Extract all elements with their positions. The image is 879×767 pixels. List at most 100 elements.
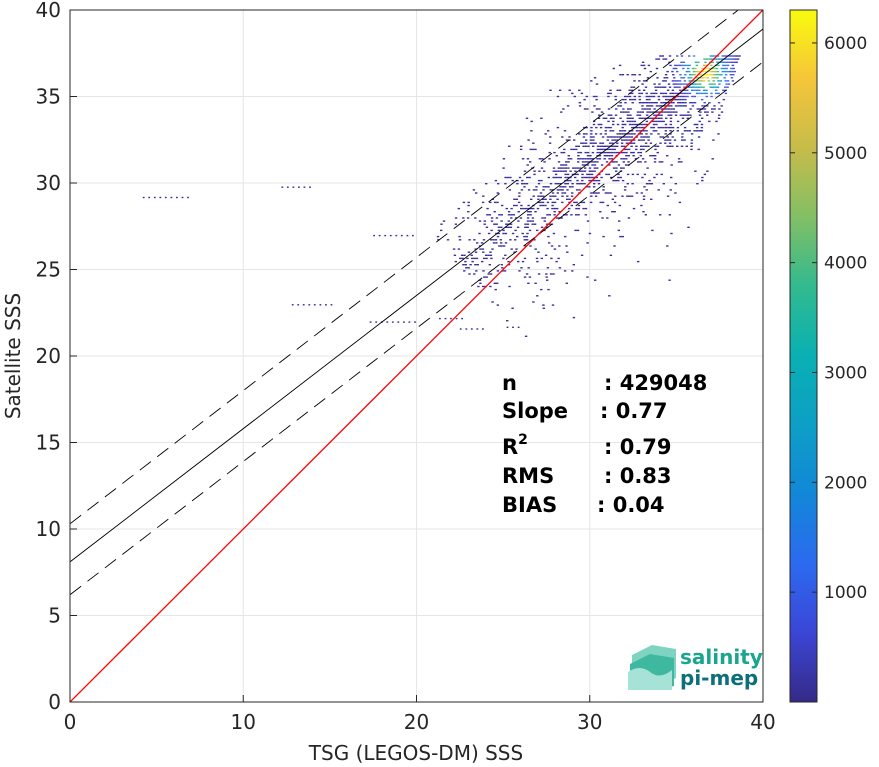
density-cell [625,139,629,141]
density-cell [584,151,587,154]
density-cell [568,136,571,138]
density-cell [488,214,491,216]
density-cell [611,148,614,151]
density-cell [694,61,698,63]
density-cell [641,61,645,63]
density-cell [641,108,644,110]
density-cell [623,189,627,191]
density-cell [576,167,580,169]
density-cell [731,70,734,73]
density-cell [600,111,604,113]
density-cell [595,192,598,194]
density-cell [688,130,691,132]
density-cell [714,70,717,73]
density-cell [713,67,716,70]
density-cell [533,223,537,225]
density-cell [621,195,624,197]
density-cell [665,111,668,113]
density-streak-cell [176,196,178,199]
density-cell [712,139,715,141]
density-cell [712,74,716,76]
density-cell [630,142,633,144]
density-cell [577,204,581,207]
density-streak-cell [297,304,300,306]
density-cell [510,214,513,216]
density-cell [631,98,634,101]
density-cell [648,95,651,98]
density-cell [471,257,474,260]
density-cell [608,151,611,154]
density-cell [541,217,544,219]
density-cell [671,89,675,91]
line-fit-rms [70,61,763,596]
density-cell [647,136,650,138]
density-cell [595,126,598,129]
density-cell [602,186,605,188]
density-cell [648,98,651,101]
density-cell [599,142,602,144]
density-cell [565,161,568,163]
density-cell [609,136,612,138]
density-cell [666,89,670,91]
density-cell [686,92,689,95]
density-cell [730,77,734,79]
density-cell [532,207,535,210]
density-cell [622,108,625,110]
density-cell [539,201,542,204]
density-cell [646,167,649,169]
density-cell [614,195,617,197]
density-cell [658,161,661,163]
density-cell [495,242,498,244]
density-cell [712,70,715,73]
density-cell [665,77,669,79]
density-cell [728,61,731,63]
density-cell [596,167,599,169]
density-cell [699,111,702,113]
density-cell [554,183,557,185]
density-cell [543,220,546,222]
density-cell [544,186,548,188]
density-cell [703,102,706,104]
density-cell [535,189,538,191]
density-cell [638,117,641,119]
density-cell [720,105,723,107]
density-cell [563,270,567,272]
density-cell [603,155,606,157]
density-cell [636,123,639,126]
density-cell [518,270,521,272]
density-cell [609,117,613,119]
density-cell [637,151,640,154]
density-cell [616,142,619,144]
density-cell [654,89,658,91]
density-cell [565,245,568,247]
density-cell [583,126,586,129]
density-cell [638,130,641,132]
density-cell [526,164,529,166]
density-cell [611,139,614,141]
density-cell [590,133,593,135]
density-cell [618,204,621,207]
density-cell [689,83,692,85]
density-cell [596,161,599,163]
density-cell [643,186,646,188]
density-cell [638,114,642,116]
density-cell [700,126,704,129]
density-cell [584,145,588,147]
density-cell [581,161,585,163]
density-cell [597,179,601,182]
density-cell [568,198,571,200]
density-cell [572,148,576,151]
density-cell [489,273,493,275]
density-streak-cell [450,317,452,320]
density-cell [694,83,697,85]
density-cell [491,248,494,250]
density-cell [596,145,600,147]
density-cell [711,77,714,79]
line-1-1 [70,10,763,702]
density-cell [493,201,497,204]
density-cell [502,158,506,160]
density-cell [619,102,622,104]
density-streak-cell [308,304,311,306]
density-cell [612,120,615,123]
density-cell [657,95,660,98]
